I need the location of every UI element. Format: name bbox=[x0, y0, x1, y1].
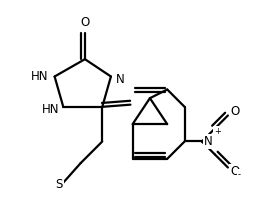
Text: N: N bbox=[116, 73, 125, 86]
Text: +: + bbox=[214, 127, 221, 136]
Text: -: - bbox=[238, 170, 241, 179]
Text: HN: HN bbox=[31, 70, 48, 83]
Text: S: S bbox=[55, 178, 63, 191]
Text: O: O bbox=[80, 16, 89, 29]
Text: HN: HN bbox=[41, 102, 59, 116]
Text: O: O bbox=[230, 165, 239, 178]
Text: O: O bbox=[230, 105, 239, 118]
Text: N: N bbox=[204, 135, 213, 148]
